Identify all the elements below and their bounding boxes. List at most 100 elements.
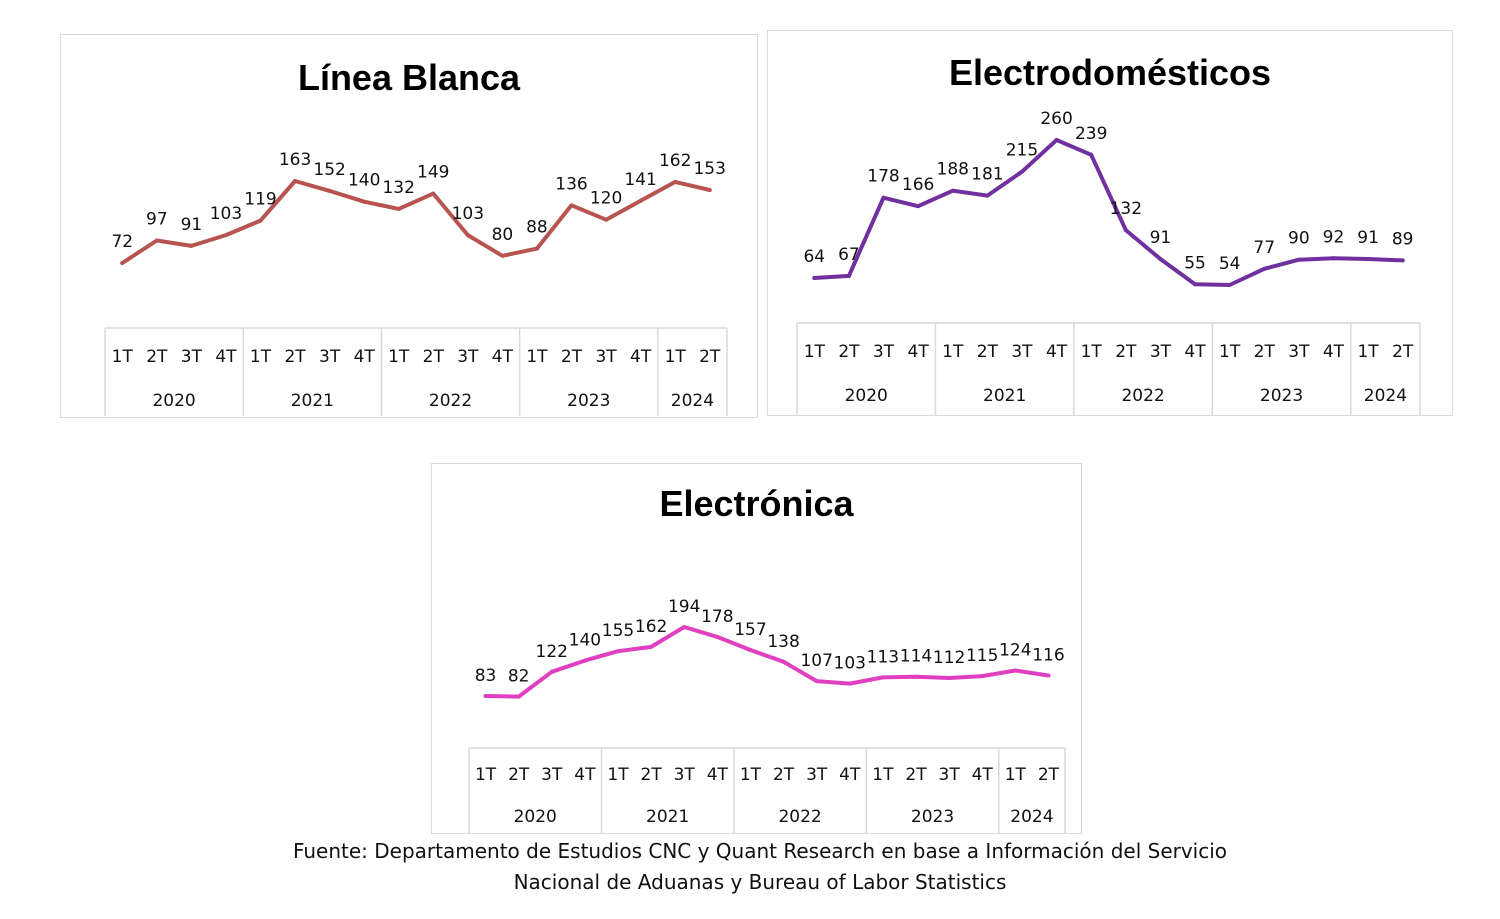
data-point [500, 253, 505, 258]
series-line [120, 179, 712, 265]
year-tick-label: 2024 [1010, 807, 1053, 827]
year-tick-label: 2020 [152, 391, 195, 411]
quarter-tick-label: 1T [740, 765, 762, 785]
quarter-tick-label: 3T [457, 347, 479, 367]
quarter-tick-label: 4T [707, 765, 729, 785]
data-point [846, 273, 851, 278]
data-label: 163 [279, 150, 311, 170]
quarter-tick-label: 2T [1254, 342, 1276, 362]
year-tick-label: 2022 [778, 807, 821, 827]
data-point [516, 694, 521, 699]
data-label: 77 [1253, 238, 1275, 258]
year-tick-label: 2024 [671, 391, 714, 411]
category-axis [796, 322, 1421, 415]
quarter-tick-label: 2T [641, 765, 663, 785]
data-label: 107 [800, 651, 832, 671]
data-label: 55 [1184, 253, 1206, 273]
quarter-tick-label: 1T [1357, 342, 1379, 362]
year-tick-label: 2022 [1121, 386, 1164, 406]
data-point [549, 669, 554, 674]
year-tick-label: 2024 [1364, 386, 1407, 406]
quarter-tick-label: 1T [388, 347, 410, 367]
data-point [1046, 673, 1051, 678]
data-label: 91 [181, 215, 203, 235]
data-label: 80 [492, 225, 514, 245]
data-label: 132 [1110, 199, 1142, 219]
data-label: 132 [382, 178, 414, 198]
data-label: 91 [1150, 228, 1172, 248]
quarter-tick-label: 3T [939, 765, 961, 785]
quarter-tick-label: 2T [1392, 342, 1414, 362]
data-label: 89 [1392, 229, 1414, 249]
data-point [362, 199, 367, 204]
data-point [534, 246, 539, 251]
quarter-tick-label: 1T [475, 765, 497, 785]
data-label: 116 [1032, 645, 1064, 665]
data-point [223, 233, 228, 238]
data-label: 178 [701, 607, 733, 627]
quarter-tick-label: 1T [607, 765, 629, 785]
data-point [120, 261, 125, 265]
quarter-tick-label: 4T [492, 347, 514, 367]
data-label: 141 [624, 170, 656, 190]
quarter-tick-label: 4T [630, 347, 652, 367]
data-label: 103 [452, 204, 484, 224]
chart-title: Electrodomésticos [948, 52, 1272, 93]
source-line-2: Nacional de Aduanas y Bureau of Labor St… [513, 870, 1007, 894]
line-chart-linea-blanca: 1T 2T 3T 4T 1T 2T 3T 4T 1T 2T 3T 4T 1T 2T 3T 4T 1T 2T 2020… [104, 150, 728, 416]
quarter-tick-label: 3T [595, 347, 617, 367]
data-label: 122 [536, 642, 568, 662]
data-point [814, 679, 819, 684]
data-point [1331, 256, 1336, 261]
data-label: 119 [244, 190, 276, 210]
data-label: 138 [767, 632, 799, 652]
data-point [781, 659, 786, 664]
source-note: Fuente: Departamento de Estudios CNC y Q… [0, 836, 1500, 898]
quarter-tick-label: 3T [541, 765, 563, 785]
quarter-tick-label: 2T [284, 347, 306, 367]
category-axis [468, 747, 1066, 833]
data-point [980, 674, 985, 679]
quarter-tick-label: 1T [112, 347, 134, 367]
data-point [154, 238, 159, 243]
data-point [947, 675, 952, 680]
data-point [707, 188, 712, 193]
data-point [1193, 282, 1198, 287]
quarter-tick-label: 3T [1011, 342, 1033, 362]
data-label: 82 [508, 667, 530, 687]
data-point [1123, 228, 1128, 233]
data-label: 153 [693, 159, 725, 179]
data-point [1262, 266, 1267, 271]
quarter-tick-label: 3T [181, 347, 203, 367]
data-label: 67 [838, 245, 860, 265]
data-label: 136 [555, 174, 587, 194]
quarter-tick-label: 1T [665, 347, 687, 367]
quarter-tick-label: 1T [872, 765, 894, 785]
quarter-tick-label: 2T [508, 765, 530, 785]
data-point [616, 649, 620, 654]
category-axis [104, 327, 728, 416]
data-point [293, 179, 298, 183]
data-point [847, 681, 852, 686]
quarter-tick-label: 4T [839, 765, 861, 785]
data-point [1158, 256, 1163, 261]
data-point [950, 188, 955, 193]
data-point [1227, 283, 1232, 288]
chart-panel-electrodomesticos: Electrodomésticos 1T 2T 3T 4T 1T 2T 3T 4T 1T 2T 3T… [767, 30, 1453, 416]
year-tick-label: 2023 [911, 807, 954, 827]
chart-panel-linea-blanca: Línea Blanca 1T 2T 3T 4T 1T 2T 3T 4T 1T 2T 3T 4T 1T 2… [60, 34, 758, 418]
quarter-tick-label: 1T [526, 347, 548, 367]
data-label: 91 [1357, 228, 1379, 248]
line-chart-electronica: 1T 2T 3T 4T 1T 2T 3T 4T 1T 2T 3T 4T 1T 2T 3T 4T 1T 2T 2020… [468, 597, 1066, 833]
data-label: 181 [971, 165, 1003, 185]
chart-title: Línea Blanca [297, 57, 521, 98]
data-label: 162 [635, 617, 667, 637]
series-line [483, 625, 1051, 699]
data-point [880, 675, 885, 680]
data-point [673, 179, 678, 184]
data-point [1019, 169, 1024, 174]
data-label: 149 [417, 163, 449, 183]
quarter-tick-label: 1T [942, 342, 964, 362]
data-label: 103 [210, 204, 242, 224]
data-point [638, 198, 643, 203]
